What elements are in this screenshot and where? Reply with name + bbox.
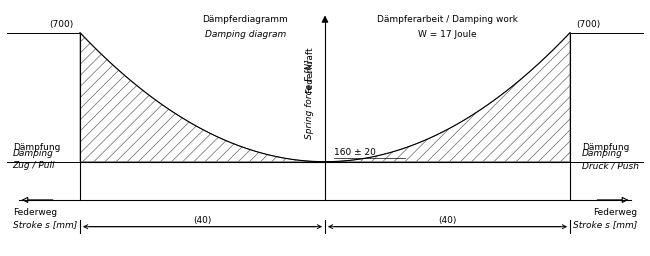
Text: Damping: Damping [582, 148, 623, 157]
Text: Federweg: Federweg [12, 208, 57, 217]
Polygon shape [80, 33, 325, 162]
Text: Dämpfung: Dämpfung [12, 143, 60, 152]
Text: Dämpferarbeit / Damping work: Dämpferarbeit / Damping work [377, 15, 518, 24]
Text: Zug / Pull: Zug / Pull [12, 161, 55, 170]
Text: Stroke s [mm]: Stroke s [mm] [573, 220, 638, 229]
Text: (700): (700) [49, 20, 74, 29]
Text: Federweg: Federweg [593, 208, 638, 217]
Text: Dämpferdiagramm: Dämpferdiagramm [203, 15, 288, 24]
Text: Spring force F [N]: Spring force F [N] [306, 60, 314, 139]
Text: 160 ± 20: 160 ± 20 [334, 148, 376, 157]
Text: (40): (40) [193, 216, 212, 225]
Text: Damping: Damping [12, 148, 53, 157]
Text: (700): (700) [576, 20, 601, 29]
Text: Dämpfung: Dämpfung [582, 143, 630, 152]
Text: Stroke s [mm]: Stroke s [mm] [12, 220, 77, 229]
Text: Druck / Push: Druck / Push [582, 161, 639, 170]
Polygon shape [325, 33, 570, 162]
Text: Federkraft: Federkraft [306, 46, 314, 93]
Text: (40): (40) [438, 216, 457, 225]
Text: W = 17 Joule: W = 17 Joule [418, 30, 477, 39]
Text: Damping diagram: Damping diagram [205, 30, 286, 39]
